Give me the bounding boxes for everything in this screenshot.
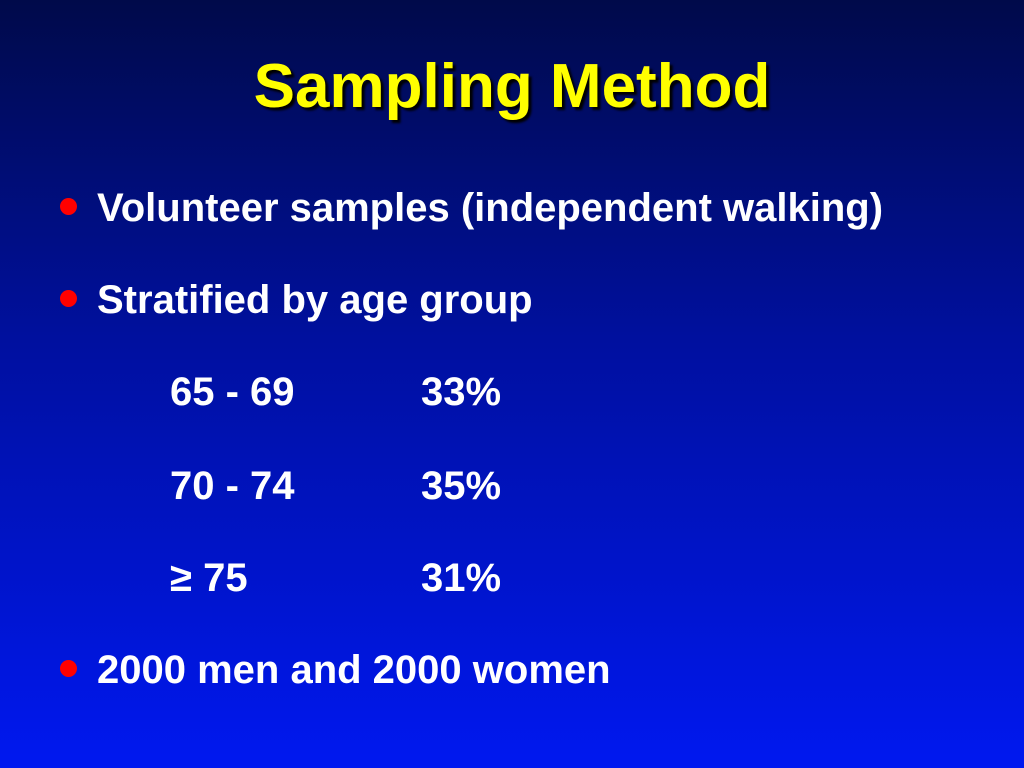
bullet-dot-icon (60, 660, 77, 677)
age-group-range: ≥ 75 (170, 556, 248, 600)
age-group-percent: 33% (421, 370, 502, 414)
bullet-dot-icon (60, 290, 77, 307)
bullet-dot-icon (60, 198, 77, 215)
bullet-text: Volunteer samples (independent walking) (97, 186, 884, 230)
bullet-men-women: 2000 men and 2000 women (60, 646, 611, 694)
slide-title: Sampling Method (253, 52, 771, 121)
bullet-stratified: Stratified by age group (60, 276, 533, 324)
age-group-percent: 35% (421, 464, 502, 508)
bullet-text: 2000 men and 2000 women (97, 648, 611, 692)
age-group-range: 70 - 74 (170, 464, 295, 508)
age-group-percent: 31% (421, 556, 502, 600)
bullet-text: Stratified by age group (97, 278, 533, 322)
age-group-range: 65 - 69 (170, 370, 295, 414)
bullet-volunteer-samples: Volunteer samples (independent walking) (60, 184, 883, 232)
